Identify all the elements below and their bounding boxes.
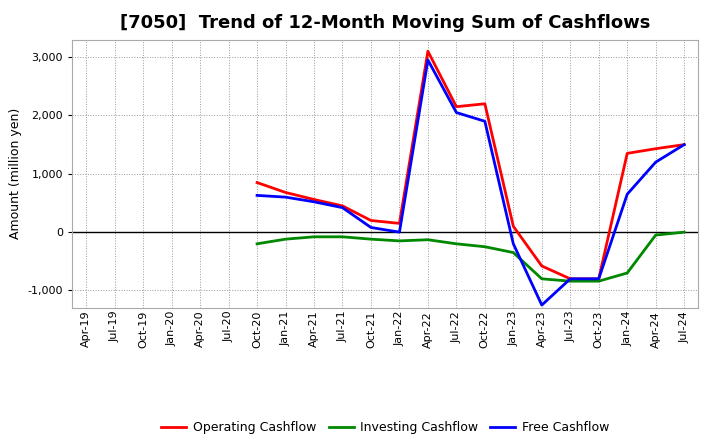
Investing Cashflow bbox=[480, 244, 489, 249]
Free Cashflow bbox=[310, 199, 318, 205]
Y-axis label: Amount (million yen): Amount (million yen) bbox=[9, 108, 22, 239]
Line: Operating Cashflow: Operating Cashflow bbox=[257, 51, 684, 279]
Free Cashflow bbox=[338, 205, 347, 210]
Free Cashflow bbox=[366, 225, 375, 230]
Operating Cashflow bbox=[595, 276, 603, 282]
Investing Cashflow bbox=[423, 237, 432, 242]
Operating Cashflow bbox=[509, 224, 518, 229]
Operating Cashflow bbox=[423, 49, 432, 54]
Investing Cashflow bbox=[366, 237, 375, 242]
Title: [7050]  Trend of 12-Month Moving Sum of Cashflows: [7050] Trend of 12-Month Moving Sum of C… bbox=[120, 15, 650, 33]
Legend: Operating Cashflow, Investing Cashflow, Free Cashflow: Operating Cashflow, Investing Cashflow, … bbox=[156, 416, 614, 439]
Investing Cashflow bbox=[623, 270, 631, 275]
Investing Cashflow bbox=[537, 276, 546, 282]
Free Cashflow bbox=[452, 110, 461, 115]
Operating Cashflow bbox=[282, 190, 290, 195]
Operating Cashflow bbox=[395, 221, 404, 226]
Investing Cashflow bbox=[680, 230, 688, 235]
Investing Cashflow bbox=[282, 237, 290, 242]
Free Cashflow bbox=[509, 241, 518, 246]
Operating Cashflow bbox=[480, 101, 489, 106]
Operating Cashflow bbox=[680, 142, 688, 147]
Operating Cashflow bbox=[452, 104, 461, 109]
Investing Cashflow bbox=[253, 241, 261, 246]
Investing Cashflow bbox=[566, 279, 575, 284]
Operating Cashflow bbox=[566, 276, 575, 282]
Investing Cashflow bbox=[338, 234, 347, 239]
Free Cashflow bbox=[566, 276, 575, 282]
Investing Cashflow bbox=[395, 238, 404, 244]
Investing Cashflow bbox=[652, 232, 660, 238]
Free Cashflow bbox=[282, 194, 290, 200]
Operating Cashflow bbox=[310, 197, 318, 202]
Free Cashflow bbox=[423, 57, 432, 62]
Operating Cashflow bbox=[338, 203, 347, 209]
Free Cashflow bbox=[595, 276, 603, 282]
Investing Cashflow bbox=[452, 241, 461, 246]
Investing Cashflow bbox=[595, 279, 603, 284]
Operating Cashflow bbox=[253, 180, 261, 185]
Operating Cashflow bbox=[366, 218, 375, 223]
Free Cashflow bbox=[253, 193, 261, 198]
Investing Cashflow bbox=[310, 234, 318, 239]
Free Cashflow bbox=[537, 302, 546, 308]
Free Cashflow bbox=[395, 230, 404, 235]
Operating Cashflow bbox=[537, 264, 546, 269]
Operating Cashflow bbox=[623, 151, 631, 156]
Free Cashflow bbox=[623, 191, 631, 197]
Investing Cashflow bbox=[509, 250, 518, 255]
Free Cashflow bbox=[480, 119, 489, 124]
Free Cashflow bbox=[680, 142, 688, 147]
Line: Free Cashflow: Free Cashflow bbox=[257, 60, 684, 305]
Free Cashflow bbox=[652, 159, 660, 165]
Operating Cashflow bbox=[652, 146, 660, 151]
Line: Investing Cashflow: Investing Cashflow bbox=[257, 232, 684, 281]
